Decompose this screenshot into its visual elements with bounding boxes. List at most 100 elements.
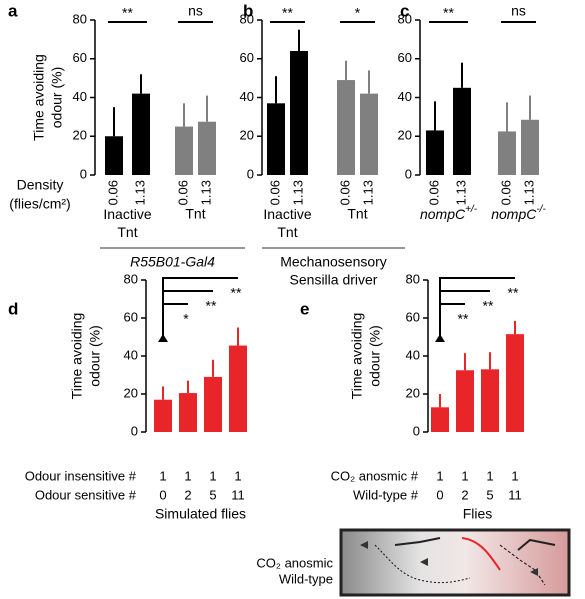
bar xyxy=(229,345,247,432)
x-tick-label: 1.13 xyxy=(198,180,213,205)
row-label: Wild-type # xyxy=(353,487,419,502)
row-label: CO₂ anosmic # xyxy=(331,468,419,483)
driver-label: Mechanosensory xyxy=(280,254,387,270)
bar xyxy=(360,93,378,175)
bar xyxy=(337,80,355,175)
y-tick-label: 40 xyxy=(73,89,87,104)
y-tick-label: 60 xyxy=(73,50,87,65)
row-value: 1 xyxy=(234,468,241,483)
significance-label: ns xyxy=(188,3,203,19)
row-value: 1 xyxy=(486,468,493,483)
y-tick-label: 20 xyxy=(240,128,254,143)
bar xyxy=(204,376,222,432)
series-name: nompC-/- xyxy=(491,204,546,222)
bar xyxy=(198,121,216,175)
x-axis-label: Flies xyxy=(463,506,493,522)
bar xyxy=(521,119,539,175)
y-tick-label: 0 xyxy=(80,166,87,181)
row-value: 1 xyxy=(461,468,468,483)
y-tick-label: 40 xyxy=(240,89,254,104)
row-value: 0 xyxy=(436,487,443,502)
y-tick-label: 40 xyxy=(406,347,420,362)
bar xyxy=(431,407,449,432)
significance-label: ** xyxy=(508,285,519,301)
significance-label: ** xyxy=(483,298,494,314)
driver-label: Sensilla driver xyxy=(290,272,378,288)
row-value: 5 xyxy=(486,487,493,502)
y-tick-label: 80 xyxy=(406,271,420,286)
y-axis-label: odour (%) xyxy=(49,67,65,128)
bar xyxy=(498,131,516,175)
y-tick-label: 20 xyxy=(398,128,412,143)
significance-label: ** xyxy=(206,298,217,314)
x-tick-label: 0.06 xyxy=(337,180,352,205)
panel-letter: c xyxy=(400,1,409,20)
x-tick-label: 1.13 xyxy=(290,180,305,205)
y-axis-label: Time avoiding xyxy=(69,313,85,400)
bar xyxy=(426,130,444,175)
y-tick-label: 80 xyxy=(398,11,412,26)
bar xyxy=(267,103,285,175)
row-value: 1 xyxy=(159,468,166,483)
y-tick-label: 60 xyxy=(124,309,138,324)
bar xyxy=(175,126,193,175)
x-tick-label: 1.13 xyxy=(132,180,147,205)
series-name: Tnt xyxy=(347,206,367,222)
y-tick-label: 80 xyxy=(240,11,254,26)
y-tick-label: 20 xyxy=(406,385,420,400)
significance-label: ns xyxy=(511,3,526,19)
panel-letter: b xyxy=(243,1,253,20)
row-value: 11 xyxy=(231,487,245,502)
x-tick-label: 1.13 xyxy=(521,180,536,205)
y-axis-label: odour (%) xyxy=(367,325,383,386)
significance-label: * xyxy=(355,5,361,21)
row-value: 2 xyxy=(461,487,468,502)
y-tick-label: 20 xyxy=(73,128,87,143)
y-tick-label: 20 xyxy=(124,385,138,400)
y-axis-label: odour (%) xyxy=(87,325,103,386)
significance-label: ** xyxy=(122,5,133,21)
x-tick-label: 0.06 xyxy=(498,180,513,205)
row-value: 2 xyxy=(184,487,191,502)
y-tick-label: 80 xyxy=(124,271,138,286)
panel-letter: e xyxy=(300,299,309,318)
series-name: nompC+/- xyxy=(420,204,478,222)
bar xyxy=(453,87,471,175)
y-axis-label: Time avoiding xyxy=(349,313,365,400)
inset-label: Wild-type xyxy=(279,571,333,586)
significance-label: ** xyxy=(458,311,469,327)
y-tick-label: 60 xyxy=(406,309,420,324)
significance-label: ** xyxy=(231,285,242,301)
inset-label: CO₂ anosmic xyxy=(256,555,333,570)
y-axis-label: Time avoiding xyxy=(31,54,47,141)
bar xyxy=(132,93,150,175)
series-name: Inactive Tnt xyxy=(103,206,151,240)
series-name: Tnt xyxy=(185,206,205,222)
row-label: Odour sensitive # xyxy=(35,487,137,502)
x-tick-label: 1.13 xyxy=(360,180,375,205)
bracket-arrow xyxy=(435,334,445,342)
driver-label: R55B01-Gal4 xyxy=(130,254,215,270)
row-value: 1 xyxy=(209,468,216,483)
significance-label: ** xyxy=(282,5,293,21)
row-value: 0 xyxy=(159,487,166,502)
density-label: Density xyxy=(17,177,64,193)
y-tick-label: 60 xyxy=(398,50,412,65)
density-label: (flies/cm²) xyxy=(9,196,70,212)
y-tick-label: 0 xyxy=(131,423,138,438)
y-tick-label: 80 xyxy=(73,11,87,26)
x-tick-label: 0.06 xyxy=(426,180,441,205)
y-tick-label: 40 xyxy=(398,89,412,104)
row-label: Odour insensitive # xyxy=(25,468,137,483)
x-tick-label: 1.13 xyxy=(453,180,468,205)
y-tick-label: 0 xyxy=(247,166,254,181)
y-tick-label: 0 xyxy=(405,166,412,181)
bar xyxy=(481,369,499,432)
inset-photo xyxy=(339,528,571,597)
x-tick-label: 0.06 xyxy=(105,180,120,205)
x-tick-label: 0.06 xyxy=(175,180,190,205)
bar xyxy=(154,399,172,432)
row-value: 1 xyxy=(511,468,518,483)
bar xyxy=(105,136,123,175)
